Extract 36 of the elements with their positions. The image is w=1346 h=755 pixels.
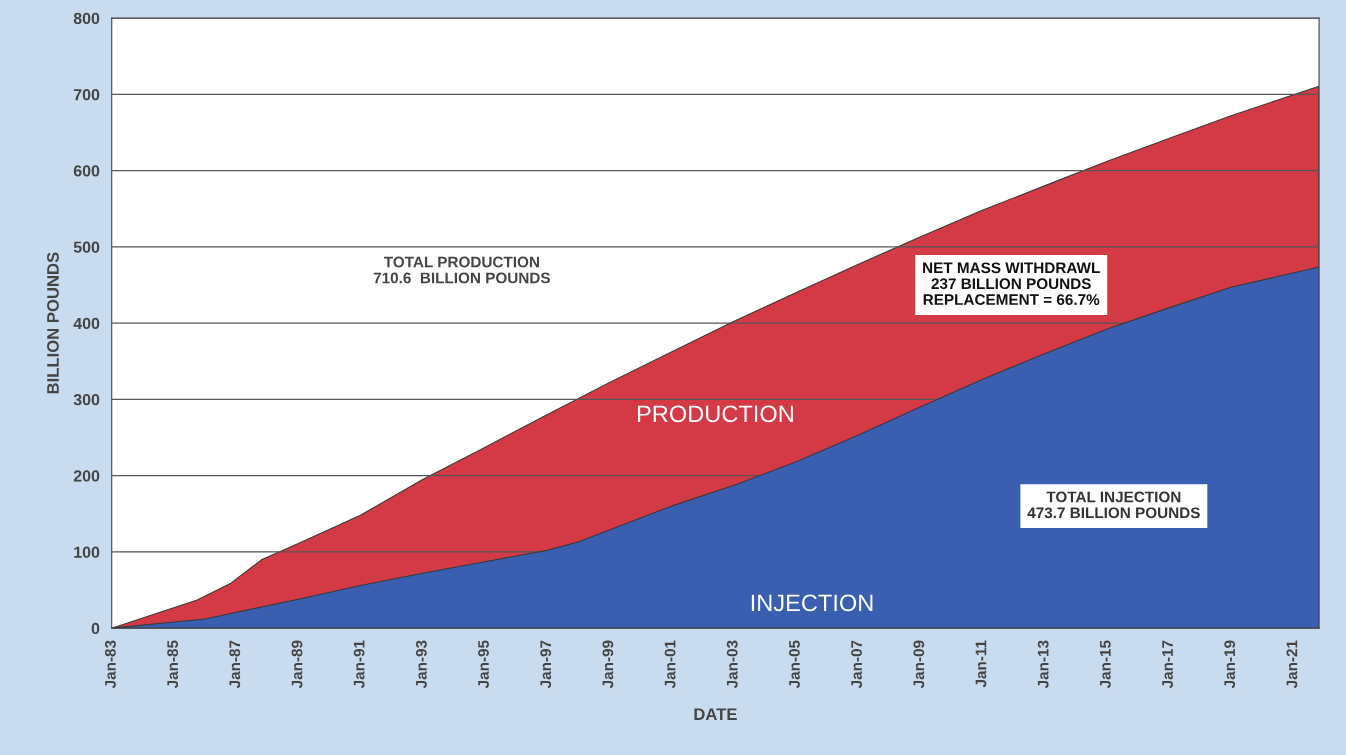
x-axis-title: DATE [694, 708, 737, 720]
y-tick-label: 500 [73, 241, 100, 253]
x-tick-label: Jan-15 [1100, 640, 1111, 689]
x-tick-label: Jan-05 [789, 640, 800, 689]
annotation: NET MASS WITHDRAWL 237 BILLION POUNDS REPLACEMENT = 66.7% [923, 262, 1100, 306]
x-tick-label: Jan-85 [167, 640, 179, 689]
x-tick-label: Jan-91 [353, 640, 365, 689]
x-tick-label: Jan-11 [975, 640, 987, 688]
x-tick-label: Jan-01 [664, 640, 676, 689]
x-tick-label: Jan-09 [913, 640, 925, 689]
annotation: TOTAL PRODUCTION 710.6 BILLION POUNDS [373, 256, 550, 284]
x-tick-label: Jan-89 [291, 640, 303, 689]
x-tick-label: Jan-93 [415, 640, 427, 689]
annotation: TOTAL INJECTION 473.7 BILLION POUNDS [1027, 491, 1200, 519]
y-axis-title: BILLION POUNDS [47, 252, 59, 394]
x-tick-label: Jan-13 [1037, 640, 1049, 689]
y-tick-label: 700 [73, 89, 100, 101]
y-tick-label: 200 [73, 470, 100, 482]
x-tick-label: Jan-99 [602, 640, 614, 689]
x-tick-label: Jan-83 [105, 640, 116, 689]
y-tick-label: 400 [73, 317, 100, 330]
y-tick-label: 100 [74, 546, 100, 558]
x-tick-label: Jan-19 [1224, 640, 1236, 689]
x-tick-label: Jan-21 [1286, 640, 1298, 689]
series-label: PRODUCTION [637, 405, 793, 423]
x-tick-label: Jan-03 [726, 640, 738, 689]
series-label: INJECTION [751, 594, 873, 612]
x-tick-label: Jan-07 [851, 640, 862, 689]
x-tick-label: Jan-87 [229, 640, 241, 689]
y-tick-label: 300 [73, 394, 100, 406]
x-tick-label: Jan-95 [478, 640, 489, 689]
x-tick-label: Jan-97 [540, 640, 552, 689]
x-tick-label: Jan-17 [1162, 640, 1173, 689]
y-tick-label: 800 [73, 12, 100, 25]
y-tick-label: 600 [73, 165, 100, 177]
y-tick-label: 0 [91, 622, 100, 635]
